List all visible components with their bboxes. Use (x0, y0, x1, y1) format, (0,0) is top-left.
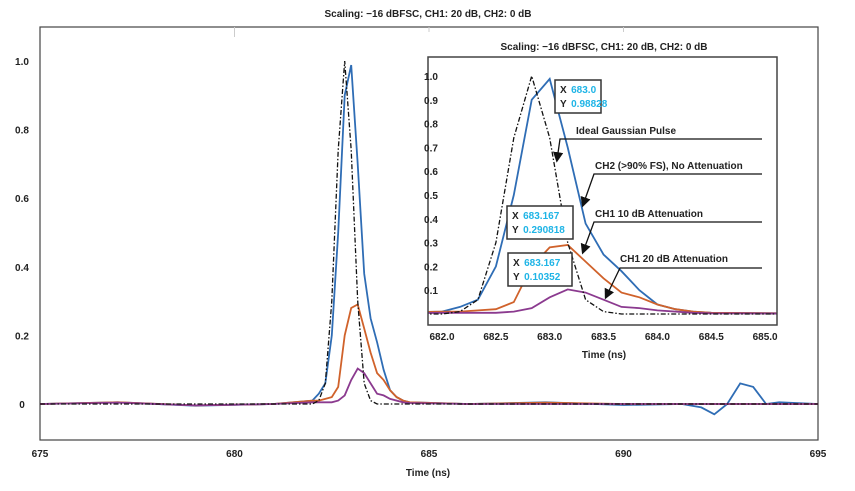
inset-y-tick-label: 0.2 (424, 262, 438, 273)
y-tick-label: 0.4 (15, 263, 29, 274)
annotation-leader (604, 267, 762, 300)
inset-y-tick-label: 0.6 (424, 167, 438, 178)
inset-x-axis-label: Time (ns) (582, 350, 626, 361)
inset-y-tick-label: 0.7 (424, 143, 438, 154)
inset-x-tick-label: 683.0 (537, 332, 562, 343)
x-tick-label: 685 (421, 449, 438, 460)
x-axis-label: Time (ns) (406, 468, 450, 479)
datatip-y: Y 0.10352 (513, 267, 561, 284)
annotation-leader (552, 138, 762, 163)
inset-x-tick-label: 682.5 (483, 332, 508, 343)
inset-y-tick-label: 0.3 (424, 239, 438, 250)
inset-y-tick-label: 0.1 (424, 286, 438, 297)
datatip-box (507, 252, 573, 287)
annotation-label-ch1-10db: CH1 10 dB Attenuation (595, 209, 703, 220)
inset-y-tick-label: 0.5 (424, 191, 438, 202)
y-tick-label: 0.8 (15, 126, 29, 137)
datatip-x: X 683.167 (512, 206, 560, 223)
main-series-ideal (40, 60, 818, 405)
y-tick-label: 1.0 (15, 57, 29, 68)
inset-title: Scaling: −16 dBFSC, CH1: 20 dB, CH2: 0 d… (501, 42, 708, 53)
inset-x-tick-label: 683.5 (591, 332, 616, 343)
inset-x-tick-label: 684.0 (645, 332, 670, 343)
annotation-label-ch2: CH2 (>90% FS), No Attenuation (595, 161, 743, 172)
datatip-y: Y 0.290818 (512, 220, 565, 237)
inset-y-tick-label: 0.9 (424, 96, 438, 107)
inset-y-tick-label: 1.0 (424, 72, 438, 83)
annotation-label-ideal: Ideal Gaussian Pulse (576, 126, 676, 137)
main-series-ch2 (40, 64, 818, 416)
main-title: Scaling: −16 dBFSC, CH1: 20 dB, CH2: 0 d… (325, 9, 532, 20)
inset-y-tick-label: 0.4 (424, 215, 438, 226)
datatip-box (554, 79, 602, 114)
inset-series-ch2 (428, 77, 777, 315)
inset-x-tick-label: 685.0 (753, 332, 778, 343)
x-tick-label: 680 (226, 449, 243, 460)
y-tick-label: 0 (19, 400, 25, 411)
annotation-leader (580, 173, 762, 208)
x-tick-label: 675 (32, 449, 49, 460)
annotation-label-ch1-20db: CH1 20 dB Attenuation (620, 254, 728, 265)
annotation-leader (580, 221, 762, 255)
datatip-x: X 683.167 (513, 253, 561, 270)
datatip-x: X 683.0 (560, 80, 597, 97)
datatip-box (506, 205, 574, 240)
y-tick-label: 0.2 (15, 331, 29, 342)
inset-frame (427, 56, 778, 326)
inset-series-group (428, 73, 777, 315)
inset-background (418, 32, 790, 370)
x-tick-label: 690 (615, 449, 632, 460)
main-series-group (40, 60, 818, 416)
y-tick-label: 0.6 (15, 194, 29, 205)
datatip-y: Y 0.98828 (560, 94, 608, 111)
inset-series-ch1-20db (428, 288, 777, 315)
inset-y-tick-label: 0.8 (424, 120, 438, 131)
inset-x-tick-label: 684.5 (699, 332, 724, 343)
x-tick-label: 695 (810, 449, 827, 460)
main-series-ch1-20db (40, 367, 818, 407)
inset-series-ideal (428, 73, 777, 315)
inset-x-tick-label: 682.0 (429, 332, 454, 343)
